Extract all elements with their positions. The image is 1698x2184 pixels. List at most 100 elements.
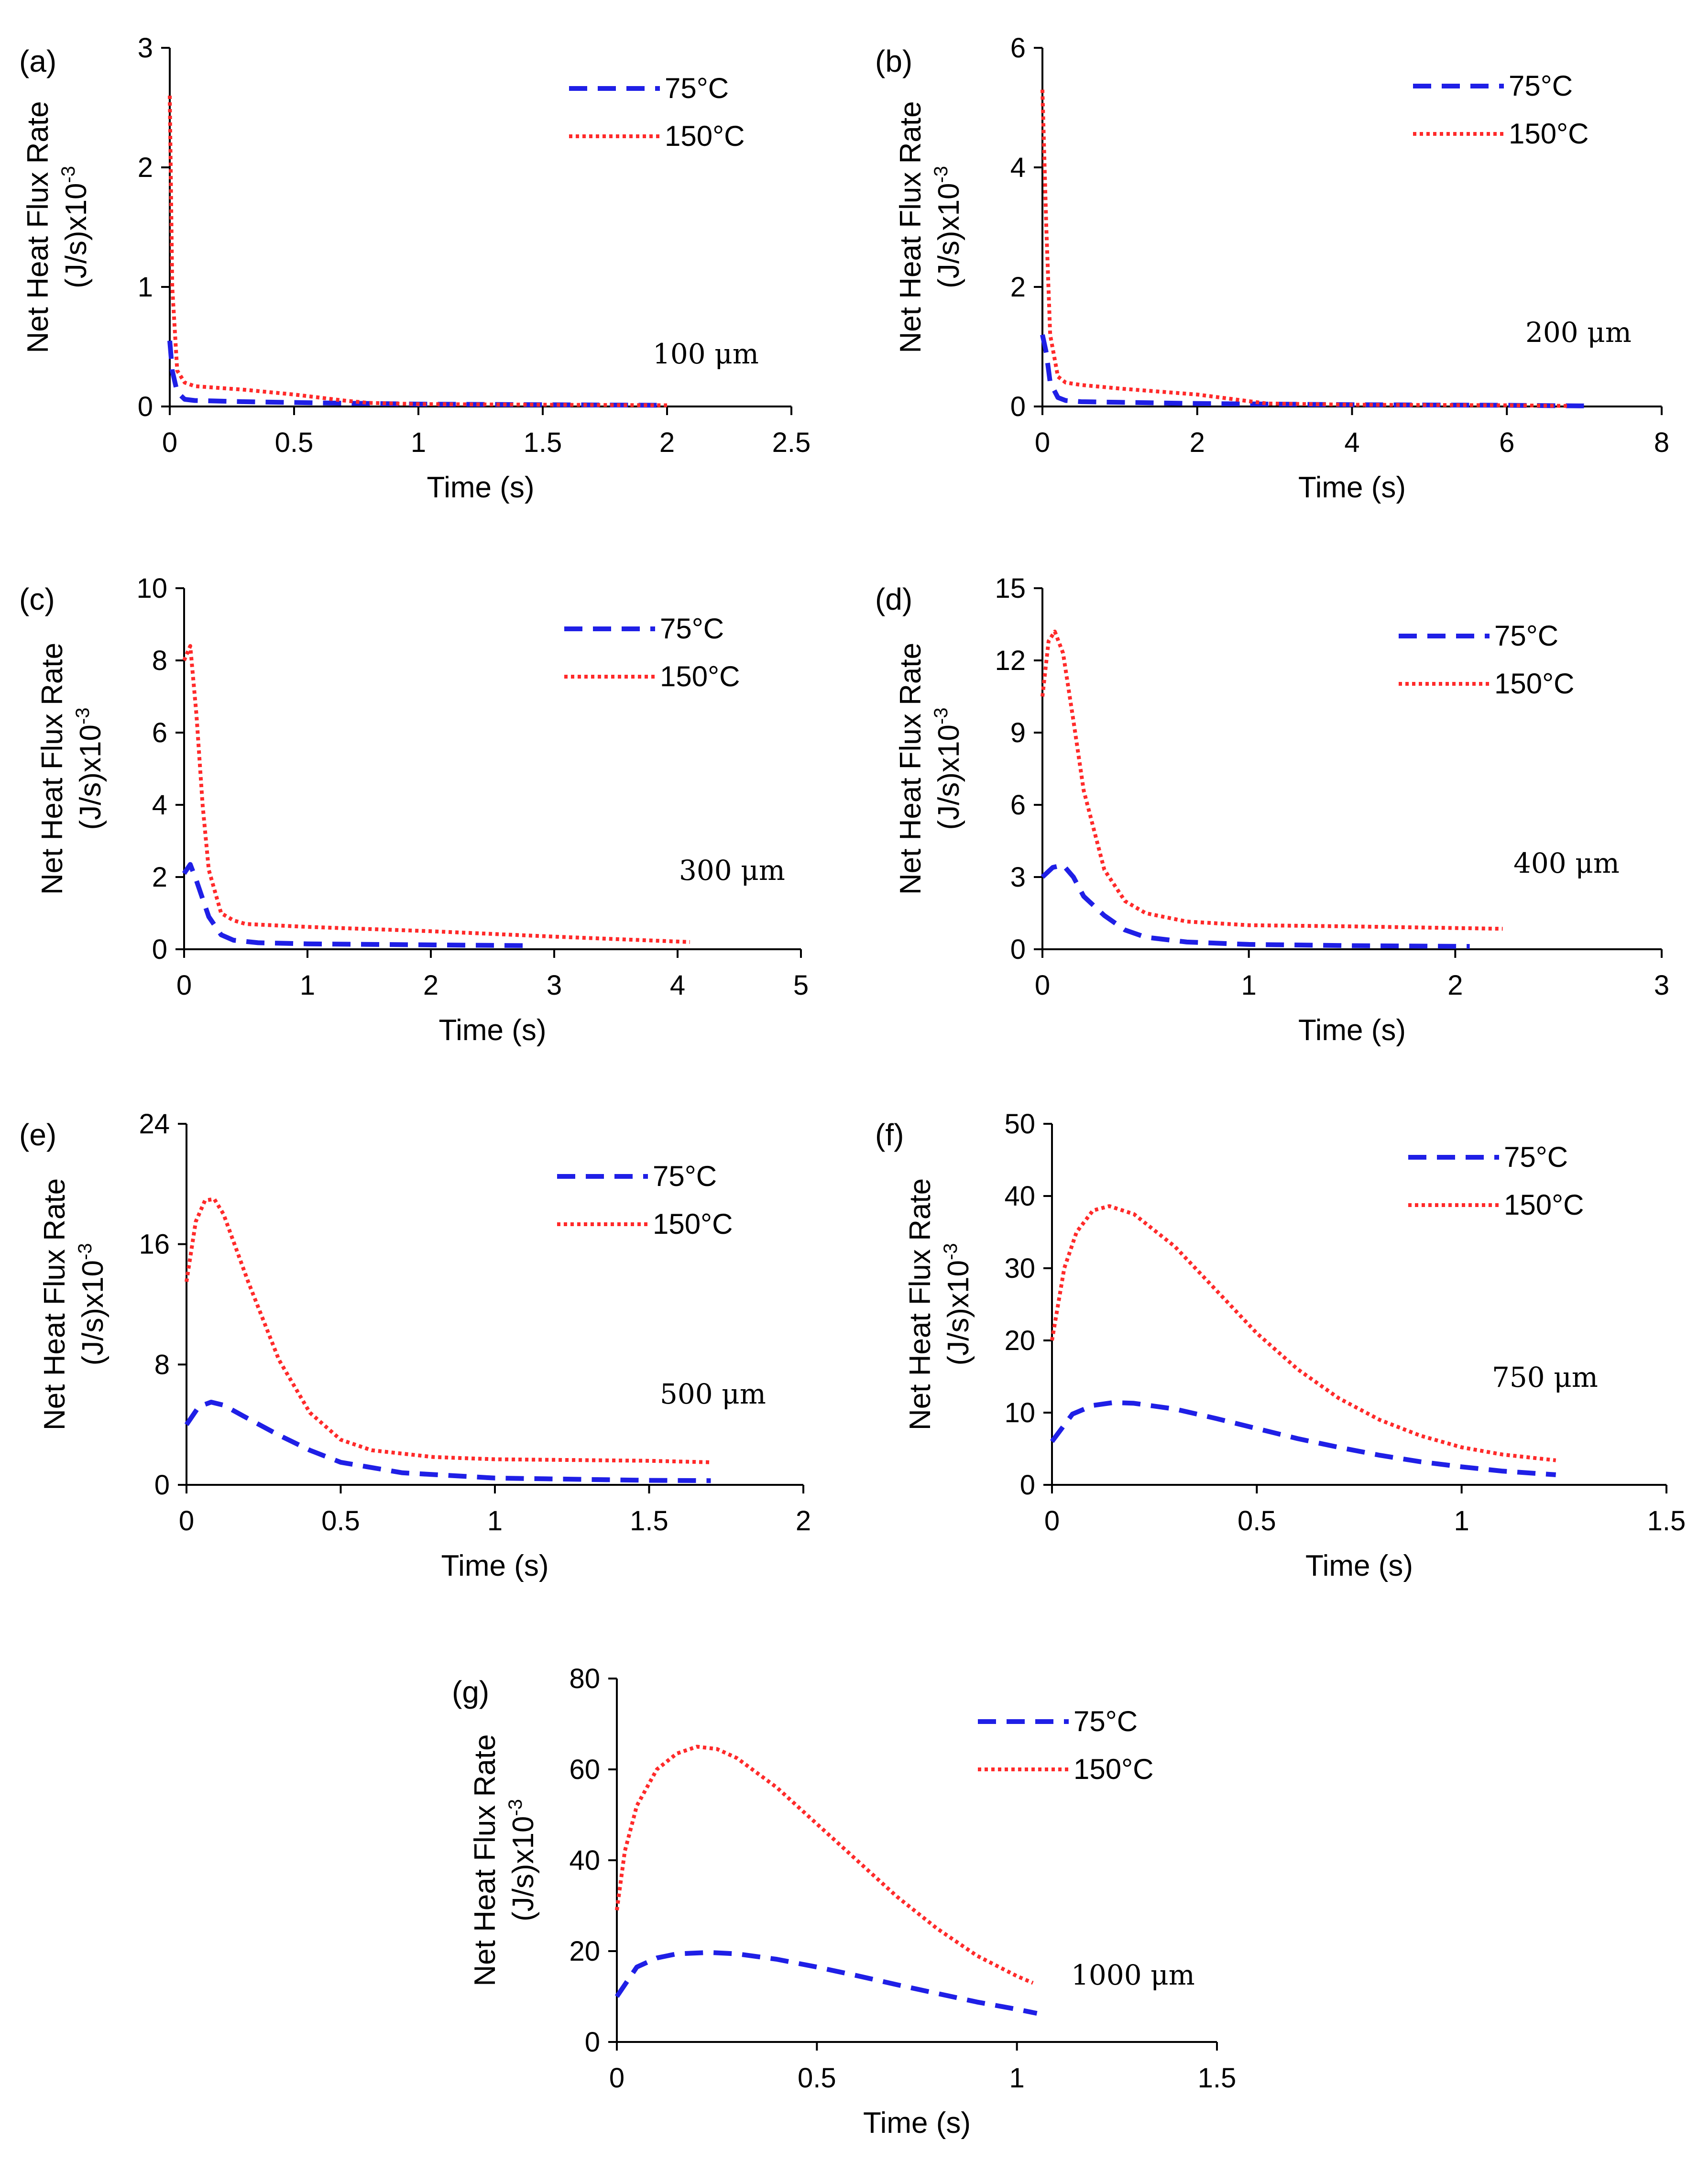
x-tick-label: 3 [1654, 970, 1669, 1001]
y-axis-title-line1: Net Heat Flux Rate [38, 1178, 71, 1430]
x-tick-label: 1.5 [630, 1505, 668, 1536]
series-line-150c [168, 95, 668, 407]
y-axis-title-unit: (J/s)x10 [932, 724, 965, 830]
series-line-75c [167, 340, 668, 408]
y-axis-title-exponent: -3 [58, 166, 79, 183]
x-tick-label: 2.5 [772, 427, 811, 458]
y-tick-label: 24 [139, 1108, 170, 1140]
panel-label: (e) [19, 1118, 56, 1152]
y-axis-title-unit: (J/s)x10 [60, 183, 93, 288]
legend-label: 75°C [1494, 620, 1558, 652]
x-tick-label: 1 [1009, 2063, 1025, 2094]
series-line-75c [1040, 334, 1585, 408]
legend-label: 75°C [1074, 1705, 1138, 1737]
x-tick-label: 8 [1654, 427, 1669, 458]
thickness-annotation: 500 μm [660, 1378, 766, 1410]
y-tick-label: 30 [1004, 1253, 1035, 1284]
y-axis-title-line2: (J/s)x10-3 [931, 166, 965, 288]
thickness-annotation: 200 μm [1525, 316, 1632, 349]
y-tick-label: 2 [1010, 272, 1026, 303]
x-tick-label: 0.5 [275, 427, 314, 458]
y-tick-label: 6 [1010, 33, 1026, 64]
y-tick-label: 9 [1010, 717, 1026, 748]
y-axis-title-unit: (J/s)x10 [942, 1260, 975, 1365]
x-axis-title: Time (s) [441, 1549, 549, 1582]
y-tick-label: 0 [138, 391, 153, 422]
x-tick-label: 1.5 [1198, 2063, 1237, 2094]
thickness-annotation: 400 μm [1513, 847, 1620, 879]
x-tick-label: 0 [179, 1505, 194, 1536]
x-tick-label: 1.5 [1647, 1505, 1686, 1536]
y-axis-title-unit: (J/s)x10 [932, 183, 965, 288]
y-axis-title-line1: Net Heat Flux Rate [894, 643, 927, 895]
y-axis-title-line1: Net Heat Flux Rate [22, 101, 55, 353]
thickness-annotation: 300 μm [679, 854, 785, 887]
y-tick-label: 20 [569, 1936, 600, 1967]
y-axis-title-line2: (J/s)x10-3 [72, 707, 107, 830]
y-axis-title-line2: (J/s)x10-3 [931, 707, 965, 830]
y-tick-label: 16 [139, 1229, 170, 1260]
thickness-annotation: 1000 μm [1071, 1959, 1195, 1991]
x-tick-label: 0 [1044, 1505, 1060, 1536]
series-line-150c [182, 644, 690, 944]
series-line-75c [614, 1950, 1038, 2016]
legend-label: 150°C [1509, 118, 1588, 150]
y-tick-label: 50 [1004, 1108, 1035, 1140]
y-tick-label: 40 [569, 1845, 600, 1876]
y-tick-label: 0 [152, 934, 167, 965]
y-tick-label: 4 [152, 790, 167, 821]
y-tick-label: 20 [1004, 1325, 1035, 1356]
y-axis-title-exponent: -3 [931, 707, 952, 724]
x-tick-label: 1 [1241, 970, 1257, 1001]
x-tick-label: 2 [659, 427, 675, 458]
x-tick-label: 1 [1454, 1505, 1469, 1536]
x-tick-label: 0 [609, 2063, 624, 2094]
y-tick-label: 10 [136, 573, 167, 604]
y-tick-label: 40 [1004, 1181, 1035, 1212]
legend-label: 75°C [653, 1160, 717, 1192]
y-tick-label: 2 [152, 862, 167, 893]
y-tick-label: 10 [1004, 1397, 1035, 1428]
chart-panel-e: (e) 0 8 16 24 0 0.5 1 1.5 2 Time (s) Net Heat Flux … [19, 1108, 811, 1582]
legend-label: 150°C [1494, 668, 1574, 700]
thickness-annotation: 750 μm [1492, 1361, 1598, 1394]
chart-panel-c: (c) 0 2 4 6 8 10 0 1 2 3 4 5 Time (s) Net Heat Flux Ra… [19, 573, 809, 1047]
y-axis-title-unit: (J/s)x10 [77, 1260, 110, 1365]
series-line-150c [185, 1197, 711, 1464]
series-line-75c [1041, 862, 1470, 949]
legend-label: 75°C [660, 613, 724, 645]
x-tick-label: 0.5 [798, 2063, 836, 2094]
y-tick-label: 6 [152, 717, 167, 748]
y-axis-title-exponent: -3 [505, 1799, 526, 1816]
chart-panel-g: (g) 0 20 40 60 80 0 0.5 1 1.5 Time (s) Net Heat Flu… [452, 1663, 1236, 2140]
x-axis-title: Time (s) [1298, 471, 1406, 504]
x-tick-label: 0 [1035, 970, 1050, 1001]
x-tick-label: 3 [547, 970, 562, 1001]
thickness-annotation: 100 μm [653, 338, 759, 370]
y-axis-title-line2: (J/s)x10-3 [505, 1799, 540, 1921]
y-axis-title-line2: (J/s)x10-3 [58, 166, 93, 288]
y-tick-label: 8 [154, 1349, 170, 1380]
x-tick-label: 0 [162, 427, 177, 458]
x-tick-label: 2 [1190, 427, 1205, 458]
x-tick-label: 1.5 [524, 427, 562, 458]
y-tick-label: 12 [995, 645, 1026, 676]
y-axis-title-line1: Net Heat Flux Rate [469, 1734, 502, 1986]
x-axis-title: Time (s) [1298, 1014, 1406, 1047]
x-tick-label: 0.5 [1238, 1505, 1276, 1536]
x-axis-title: Time (s) [427, 471, 535, 504]
y-axis-title-exponent: -3 [931, 166, 952, 183]
chart-panel-b: (b) 0 2 4 6 0 2 4 6 8 Time (s) Net Heat Flux Rate (J… [875, 33, 1669, 504]
x-tick-label: 1 [487, 1505, 503, 1536]
y-axis-title-exponent: -3 [72, 707, 93, 724]
x-tick-label: 1 [300, 970, 315, 1001]
legend-label: 150°C [665, 120, 745, 152]
x-tick-label: 0.5 [321, 1505, 360, 1536]
y-tick-label: 1 [138, 272, 153, 303]
y-axis-title-line2: (J/s)x10-3 [75, 1243, 110, 1365]
series-line-75c [182, 862, 530, 948]
panel-label: (a) [19, 44, 56, 78]
y-axis-title-unit: (J/s)x10 [507, 1816, 540, 1921]
